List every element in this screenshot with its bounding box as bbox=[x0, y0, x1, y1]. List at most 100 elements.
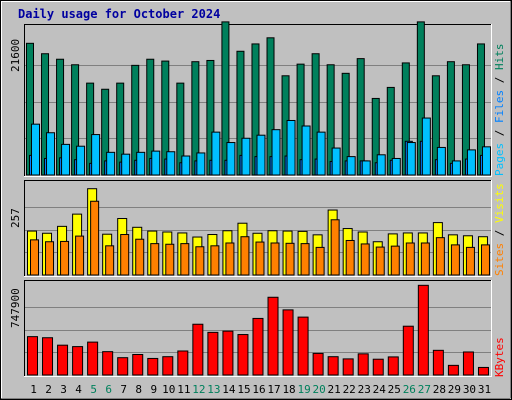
bar-pages bbox=[331, 147, 341, 176]
bar-sites bbox=[375, 246, 385, 276]
bar-kbytes bbox=[312, 352, 324, 376]
bar-sites bbox=[330, 219, 340, 276]
bar-pages bbox=[181, 155, 191, 176]
bar-kbytes-fill bbox=[252, 317, 264, 376]
bar-sites bbox=[285, 242, 295, 276]
bar-sites-fill bbox=[480, 244, 490, 276]
x-tick-label: 20 bbox=[313, 383, 326, 396]
x-tick-label: 22 bbox=[343, 383, 356, 396]
bar-pages bbox=[466, 149, 476, 176]
bar-pages-fill bbox=[136, 151, 146, 176]
bar-kbytes-fill bbox=[327, 356, 339, 376]
x-tick-label: 21 bbox=[328, 383, 341, 396]
bar-kbytes-fill bbox=[402, 325, 414, 376]
bar-sites-fill bbox=[390, 245, 400, 276]
bar-pages-fill bbox=[436, 146, 446, 176]
bar-sites bbox=[390, 245, 400, 276]
bar-sites bbox=[345, 239, 355, 276]
bar-sites bbox=[450, 244, 460, 276]
bar-pages bbox=[286, 119, 296, 176]
y-max-label: 21600 bbox=[9, 39, 22, 72]
bar-sites bbox=[300, 243, 310, 276]
bar-kbytes bbox=[477, 366, 489, 376]
bar-kbytes bbox=[222, 330, 234, 376]
bar-sites-fill bbox=[45, 241, 55, 276]
bar-kbytes-fill bbox=[132, 353, 144, 376]
x-tick-label: 30 bbox=[463, 383, 476, 396]
x-tick-label: 27 bbox=[418, 383, 431, 396]
panel-hits-files-pages: 21600 Pages / Files / Hits bbox=[9, 21, 506, 177]
bar-kbytes-fill bbox=[42, 337, 54, 376]
legend-separator: / bbox=[493, 123, 506, 143]
bar-sites bbox=[75, 235, 85, 276]
bar-kbytes bbox=[432, 349, 444, 376]
bar-sites bbox=[105, 245, 115, 276]
bar-pages bbox=[421, 117, 431, 176]
x-tick-label: 28 bbox=[433, 383, 446, 396]
bar-sites bbox=[420, 242, 430, 276]
bar-pages-fill bbox=[406, 142, 416, 176]
bar-pages-fill bbox=[301, 125, 311, 176]
legend-kbytes: KBytes bbox=[493, 337, 506, 377]
bar-sites-fill bbox=[255, 241, 265, 276]
bar-sites-fill bbox=[75, 235, 85, 276]
bar-sites-fill bbox=[375, 246, 385, 276]
legend-text: Sites / Visits bbox=[493, 183, 506, 276]
bar-kbytes-fill bbox=[342, 358, 354, 376]
bar-sites bbox=[435, 237, 445, 276]
bar-kbytes bbox=[117, 357, 129, 376]
legend-entry-visits: Visits bbox=[493, 183, 506, 223]
bar-pages bbox=[361, 160, 371, 176]
bar-pages-fill bbox=[31, 123, 40, 176]
bar-sites bbox=[120, 234, 130, 276]
bar-sites bbox=[60, 240, 70, 276]
bar-sites bbox=[135, 238, 145, 276]
bar-kbytes-fill bbox=[237, 334, 249, 376]
bar-kbytes bbox=[267, 296, 279, 376]
bar-kbytes bbox=[177, 350, 189, 376]
bar-sites bbox=[405, 242, 415, 276]
bar-sites-fill bbox=[405, 242, 415, 276]
bar-sites-fill bbox=[270, 242, 280, 276]
legend-entry-hits: Hits bbox=[493, 44, 506, 71]
x-tick-label: 13 bbox=[207, 383, 220, 396]
bar-pages-fill bbox=[316, 131, 326, 176]
x-tick-label: 26 bbox=[403, 383, 416, 396]
x-tick-label: 31 bbox=[478, 383, 491, 396]
bar-pages bbox=[76, 145, 86, 176]
bar-pages-fill bbox=[46, 132, 56, 176]
bar-kbytes-fill bbox=[192, 323, 204, 376]
bar-kbytes bbox=[72, 346, 84, 376]
x-tick-label: 19 bbox=[297, 383, 310, 396]
bar-kbytes-fill bbox=[387, 356, 399, 376]
legend-entry-sites: Sites bbox=[493, 243, 506, 276]
bar-kbytes-fill bbox=[72, 346, 84, 376]
bar-pages-fill bbox=[121, 153, 131, 176]
x-tick-label: 5 bbox=[90, 383, 97, 396]
bar-sites-fill bbox=[30, 239, 39, 276]
bar-kbytes bbox=[327, 356, 339, 376]
bar-sites-fill bbox=[180, 243, 190, 276]
bar-kbytes bbox=[342, 358, 354, 376]
bar-pages-fill bbox=[181, 155, 191, 176]
bar-pages-fill bbox=[346, 156, 356, 176]
bar-sites bbox=[270, 242, 280, 276]
bar-kbytes bbox=[387, 356, 399, 376]
bar-kbytes bbox=[42, 337, 54, 376]
bar-sites-fill bbox=[450, 244, 460, 276]
bar-kbytes bbox=[252, 317, 264, 376]
panel-kbytes: 747900 KBytes bbox=[9, 280, 506, 377]
x-tick-label: 17 bbox=[267, 383, 280, 396]
bar-sites-fill bbox=[345, 239, 355, 276]
bar-sites-fill bbox=[150, 243, 160, 276]
bar-pages-fill bbox=[91, 134, 101, 176]
x-tick-label: 7 bbox=[120, 383, 127, 396]
x-tick-label: 11 bbox=[177, 383, 190, 396]
bar-pages-fill bbox=[106, 151, 116, 176]
bar-sites-fill bbox=[300, 243, 310, 276]
x-axis-tick-labels: 1 2 3 4 5 6 7 8 9 10 11 12 13 14 15 16 17 18 19 20 21 22 23 24 2… bbox=[30, 383, 491, 396]
bar-kbytes bbox=[282, 309, 294, 376]
bar-sites bbox=[45, 241, 55, 276]
bar-kbytes-fill bbox=[447, 364, 459, 376]
